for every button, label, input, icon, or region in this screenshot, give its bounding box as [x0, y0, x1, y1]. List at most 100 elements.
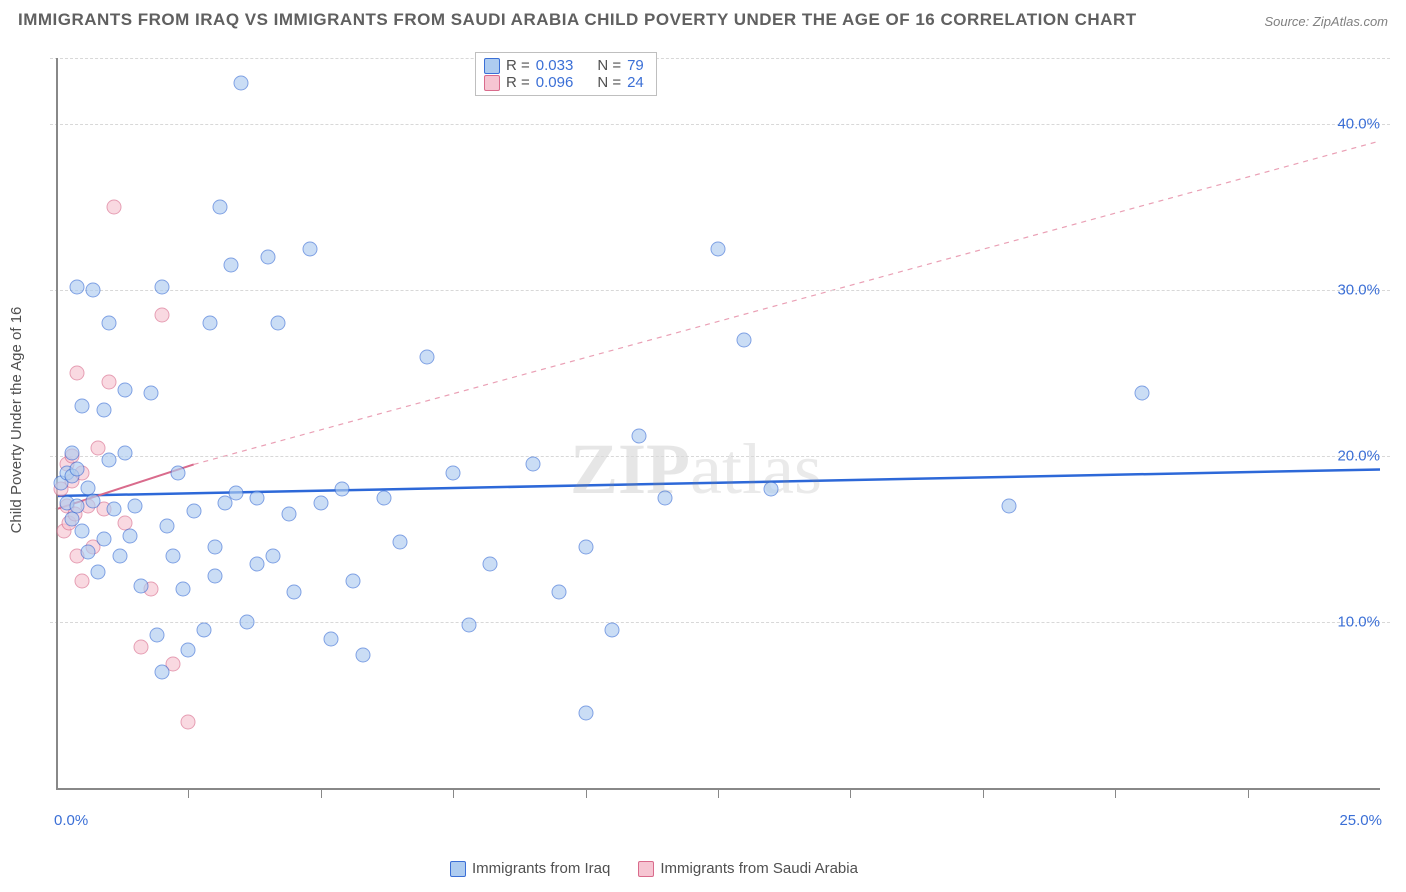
- data-point: [737, 333, 752, 348]
- data-point: [334, 482, 349, 497]
- n-label: N =: [597, 74, 621, 91]
- gridline: [50, 456, 1390, 457]
- data-point: [160, 518, 175, 533]
- r-label: R =: [506, 74, 530, 91]
- y-tick-label: 40.0%: [1337, 116, 1380, 133]
- data-point: [282, 507, 297, 522]
- data-point: [123, 528, 138, 543]
- data-point: [207, 540, 222, 555]
- data-point: [287, 585, 302, 600]
- data-point: [70, 498, 85, 513]
- legend-label-saudi: Immigrants from Saudi Arabia: [660, 860, 858, 877]
- data-point: [324, 631, 339, 646]
- gridline: [50, 124, 1390, 125]
- y-tick-label: 10.0%: [1337, 614, 1380, 631]
- data-point: [70, 366, 85, 381]
- data-point: [86, 493, 101, 508]
- data-point: [75, 523, 90, 538]
- data-point: [80, 545, 95, 560]
- data-point: [154, 664, 169, 679]
- data-point: [250, 557, 265, 572]
- data-point: [313, 495, 328, 510]
- data-point: [149, 628, 164, 643]
- r-value-iraq: 0.033: [536, 57, 574, 74]
- data-point: [186, 503, 201, 518]
- data-point: [239, 615, 254, 630]
- data-point: [181, 714, 196, 729]
- data-point: [462, 618, 477, 633]
- data-point: [345, 573, 360, 588]
- data-point: [176, 581, 191, 596]
- data-point: [552, 585, 567, 600]
- data-point: [128, 498, 143, 513]
- data-point: [393, 535, 408, 550]
- data-point: [419, 349, 434, 364]
- x-tick: [1248, 788, 1249, 798]
- data-point: [223, 258, 238, 273]
- data-point: [207, 568, 222, 583]
- x-tick-label: 25.0%: [1339, 812, 1382, 829]
- gridline: [50, 58, 1390, 59]
- data-point: [250, 490, 265, 505]
- data-point: [170, 465, 185, 480]
- data-point: [101, 374, 116, 389]
- stats-row-iraq: R = 0.033 N = 79: [484, 57, 644, 74]
- data-point: [75, 573, 90, 588]
- n-value-saudi: 24: [627, 74, 644, 91]
- data-point: [213, 200, 228, 215]
- data-point: [70, 462, 85, 477]
- data-point: [1134, 386, 1149, 401]
- data-point: [154, 279, 169, 294]
- data-point: [86, 283, 101, 298]
- data-point: [578, 540, 593, 555]
- gridline: [50, 290, 1390, 291]
- data-point: [101, 316, 116, 331]
- data-point: [271, 316, 286, 331]
- data-point: [144, 386, 159, 401]
- data-point: [96, 532, 111, 547]
- data-point: [107, 502, 122, 517]
- data-point: [578, 706, 593, 721]
- data-point: [266, 548, 281, 563]
- trend-line: [194, 141, 1380, 465]
- legend-item-saudi: Immigrants from Saudi Arabia: [638, 860, 858, 877]
- r-label: R =: [506, 57, 530, 74]
- data-point: [91, 565, 106, 580]
- swatch-iraq-icon: [450, 861, 466, 877]
- data-point: [117, 382, 132, 397]
- data-point: [181, 643, 196, 658]
- y-tick-label: 20.0%: [1337, 448, 1380, 465]
- r-value-saudi: 0.096: [536, 74, 574, 91]
- data-point: [658, 490, 673, 505]
- data-point: [711, 241, 726, 256]
- swatch-saudi-icon: [484, 75, 500, 91]
- data-point: [234, 75, 249, 90]
- chart-area: ZIPatlas 10.0% 20.0% 30.0% 40.0% 0.0% 25.0%: [50, 48, 1390, 828]
- data-point: [303, 241, 318, 256]
- data-point: [107, 200, 122, 215]
- n-value-iraq: 79: [627, 57, 644, 74]
- data-point: [133, 639, 148, 654]
- legend-label-iraq: Immigrants from Iraq: [472, 860, 610, 877]
- data-point: [165, 548, 180, 563]
- data-point: [229, 485, 244, 500]
- data-point: [446, 465, 461, 480]
- data-point: [631, 429, 646, 444]
- chart-title: IMMIGRANTS FROM IRAQ VS IMMIGRANTS FROM …: [18, 10, 1137, 30]
- data-point: [112, 548, 127, 563]
- data-point: [763, 482, 778, 497]
- y-tick-label: 30.0%: [1337, 282, 1380, 299]
- stats-legend: R = 0.033 N = 79 R = 0.096 N = 24: [475, 52, 657, 96]
- watermark: ZIPatlas: [570, 428, 822, 511]
- data-point: [75, 399, 90, 414]
- stats-row-saudi: R = 0.096 N = 24: [484, 74, 644, 91]
- data-point: [1002, 498, 1017, 513]
- data-point: [260, 250, 275, 265]
- swatch-saudi-icon: [638, 861, 654, 877]
- data-point: [133, 578, 148, 593]
- data-point: [197, 623, 212, 638]
- x-tick: [586, 788, 587, 798]
- x-tick-label: 0.0%: [54, 812, 88, 829]
- x-tick: [983, 788, 984, 798]
- x-tick: [850, 788, 851, 798]
